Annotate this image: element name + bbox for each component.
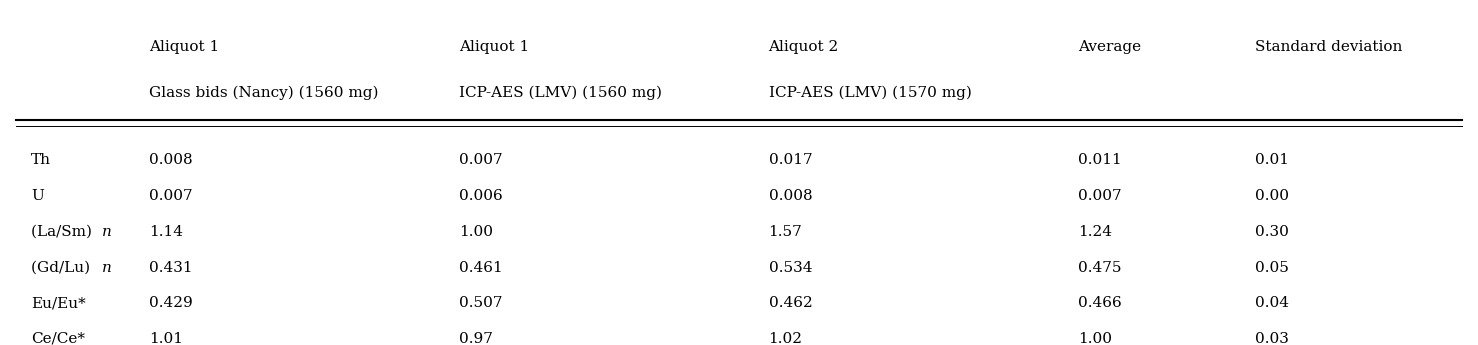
Text: 0.007: 0.007 — [1079, 189, 1122, 203]
Text: 0.461: 0.461 — [458, 260, 503, 275]
Text: 0.008: 0.008 — [769, 189, 811, 203]
Text: 0.534: 0.534 — [769, 260, 811, 275]
Text: Th: Th — [31, 154, 50, 167]
Text: 1.14: 1.14 — [149, 225, 183, 239]
Text: Average: Average — [1079, 40, 1141, 55]
Text: 0.431: 0.431 — [149, 260, 192, 275]
Text: 0.05: 0.05 — [1255, 260, 1289, 275]
Text: Aliquot 1: Aliquot 1 — [149, 40, 219, 55]
Text: (Gd/Lu): (Gd/Lu) — [31, 260, 95, 275]
Text: Eu/Eu*: Eu/Eu* — [31, 296, 86, 310]
Text: (La/Sm): (La/Sm) — [31, 225, 96, 239]
Text: 1.02: 1.02 — [769, 332, 803, 345]
Text: 0.007: 0.007 — [149, 189, 192, 203]
Text: ICP-AES (LMV) (1560 mg): ICP-AES (LMV) (1560 mg) — [458, 86, 662, 100]
Text: 0.01: 0.01 — [1255, 154, 1289, 167]
Text: 0.008: 0.008 — [149, 154, 192, 167]
Text: 1.01: 1.01 — [149, 332, 183, 345]
Text: 0.466: 0.466 — [1079, 296, 1122, 310]
Text: 1.24: 1.24 — [1079, 225, 1113, 239]
Text: 0.03: 0.03 — [1255, 332, 1289, 345]
Text: ICP-AES (LMV) (1570 mg): ICP-AES (LMV) (1570 mg) — [769, 86, 971, 100]
Text: Aliquot 1: Aliquot 1 — [458, 40, 529, 55]
Text: 0.00: 0.00 — [1255, 189, 1289, 203]
Text: 1.57: 1.57 — [769, 225, 803, 239]
Text: U: U — [31, 189, 44, 203]
Text: 0.04: 0.04 — [1255, 296, 1289, 310]
Text: 0.006: 0.006 — [458, 189, 503, 203]
Text: 0.011: 0.011 — [1079, 154, 1122, 167]
Text: Standard deviation: Standard deviation — [1255, 40, 1403, 55]
Text: 0.507: 0.507 — [458, 296, 503, 310]
Text: n: n — [102, 260, 111, 275]
Text: Ce/Ce*: Ce/Ce* — [31, 332, 84, 345]
Text: 0.429: 0.429 — [149, 296, 192, 310]
Text: Glass bids (Nancy) (1560 mg): Glass bids (Nancy) (1560 mg) — [149, 86, 378, 100]
Text: 0.462: 0.462 — [769, 296, 813, 310]
Text: Aliquot 2: Aliquot 2 — [769, 40, 838, 55]
Text: 0.97: 0.97 — [458, 332, 492, 345]
Text: n: n — [102, 225, 111, 239]
Text: 0.007: 0.007 — [458, 154, 503, 167]
Text: 0.30: 0.30 — [1255, 225, 1289, 239]
Text: 1.00: 1.00 — [458, 225, 492, 239]
Text: 0.475: 0.475 — [1079, 260, 1122, 275]
Text: 0.017: 0.017 — [769, 154, 811, 167]
Text: 1.00: 1.00 — [1079, 332, 1113, 345]
